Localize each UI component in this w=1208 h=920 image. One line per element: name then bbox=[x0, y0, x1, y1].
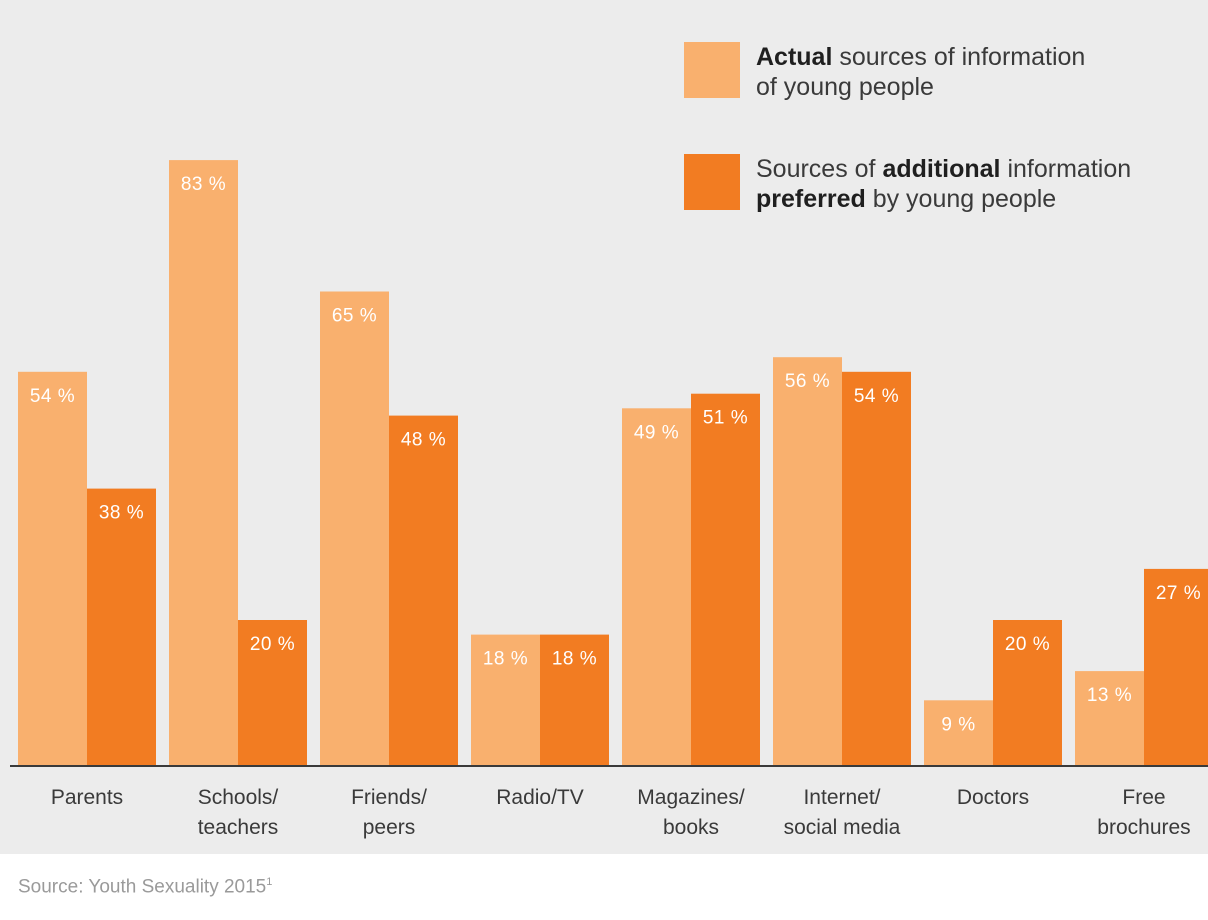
legend-item-actual: Actual sources of information of young p… bbox=[684, 42, 1194, 102]
category-label-1: Schools/teachers bbox=[198, 786, 279, 839]
bar-actual-4 bbox=[622, 408, 691, 766]
bar-preferred-0 bbox=[87, 488, 156, 766]
legend-swatch-actual bbox=[684, 42, 740, 98]
legend-text-actual: Actual sources of information of young p… bbox=[756, 42, 1085, 102]
bar-preferred-4 bbox=[691, 393, 760, 766]
category-label-0: Parents bbox=[51, 786, 123, 809]
legend-preferred-bold2: preferred bbox=[756, 185, 866, 213]
data-label-actual-6: 9 % bbox=[941, 714, 975, 735]
bar-actual-3 bbox=[471, 634, 540, 766]
category-label-3: Radio/TV bbox=[496, 786, 584, 809]
source-footnote: 1 bbox=[266, 876, 273, 888]
category-label-4: Magazines/books bbox=[637, 786, 745, 839]
legend-preferred-post2: by young people bbox=[865, 185, 1057, 213]
data-label-actual-0: 54 % bbox=[30, 386, 75, 407]
bars-layer: 54 % 38 % 83 % 20 % 65 % 48 % 18 % 18 % 49 % 51 %… bbox=[18, 160, 1208, 767]
category-label-2: Friends/peers bbox=[351, 786, 427, 839]
legend-actual-rest: sources of information bbox=[832, 43, 1086, 71]
bar-actual-6 bbox=[924, 700, 993, 766]
source-note: Source: Youth Sexuality 20151 bbox=[18, 876, 272, 898]
legend-preferred-bold1: additional bbox=[882, 155, 1001, 183]
bar-actual-2 bbox=[320, 291, 389, 766]
bar-preferred-1 bbox=[238, 620, 307, 766]
category-label-6: Doctors bbox=[957, 786, 1029, 809]
data-label-preferred-3: 18 % bbox=[552, 649, 597, 670]
legend-swatch-preferred bbox=[684, 154, 740, 210]
data-label-preferred-2: 48 % bbox=[401, 430, 446, 451]
data-label-preferred-4: 51 % bbox=[703, 408, 748, 429]
data-label-actual-4: 49 % bbox=[634, 422, 679, 443]
category-label-7: Free brochures bbox=[1097, 786, 1190, 839]
bar-actual-7 bbox=[1075, 671, 1144, 766]
bar-actual-1 bbox=[169, 160, 238, 767]
data-label-preferred-0: 38 % bbox=[99, 503, 144, 524]
data-label-actual-1: 83 % bbox=[181, 174, 226, 195]
bar-preferred-6 bbox=[993, 620, 1062, 766]
bar-chart: 54 % 38 % 83 % 20 % 65 % 48 % 18 % 18 % 49 % 51 %… bbox=[10, 160, 1208, 839]
source-text: Source: Youth Sexuality 2015 bbox=[18, 876, 267, 898]
legend-actual-line2: of young people bbox=[756, 73, 934, 101]
legend-preferred-post1: information bbox=[1000, 155, 1132, 183]
bar-preferred-2 bbox=[389, 415, 458, 766]
data-label-actual-7: 13 % bbox=[1087, 685, 1132, 706]
category-label-5: Internet/social media bbox=[784, 786, 901, 839]
bar-preferred-3 bbox=[540, 634, 609, 766]
data-label-actual-2: 65 % bbox=[332, 306, 377, 327]
data-label-preferred-1: 20 % bbox=[250, 634, 295, 655]
data-label-preferred-7: 27 % bbox=[1156, 583, 1201, 604]
bar-actual-0 bbox=[18, 371, 87, 766]
category-labels: Parents Schools/teachers Friends/peers Radi… bbox=[51, 786, 1191, 839]
data-label-preferred-6: 20 % bbox=[1005, 634, 1050, 655]
bar-preferred-7 bbox=[1144, 568, 1208, 766]
data-label-actual-3: 18 % bbox=[483, 649, 528, 670]
data-label-preferred-5: 54 % bbox=[854, 386, 899, 407]
bar-actual-5 bbox=[773, 357, 842, 766]
legend-actual-bold: Actual bbox=[756, 43, 833, 71]
legend-text-preferred: Sources of additional information prefer… bbox=[756, 154, 1131, 214]
data-label-actual-5: 56 % bbox=[785, 371, 830, 392]
legend-preferred-pre: Sources of bbox=[756, 155, 883, 183]
legend-item-preferred: Sources of additional information prefer… bbox=[684, 154, 1194, 214]
bar-preferred-5 bbox=[842, 371, 911, 766]
